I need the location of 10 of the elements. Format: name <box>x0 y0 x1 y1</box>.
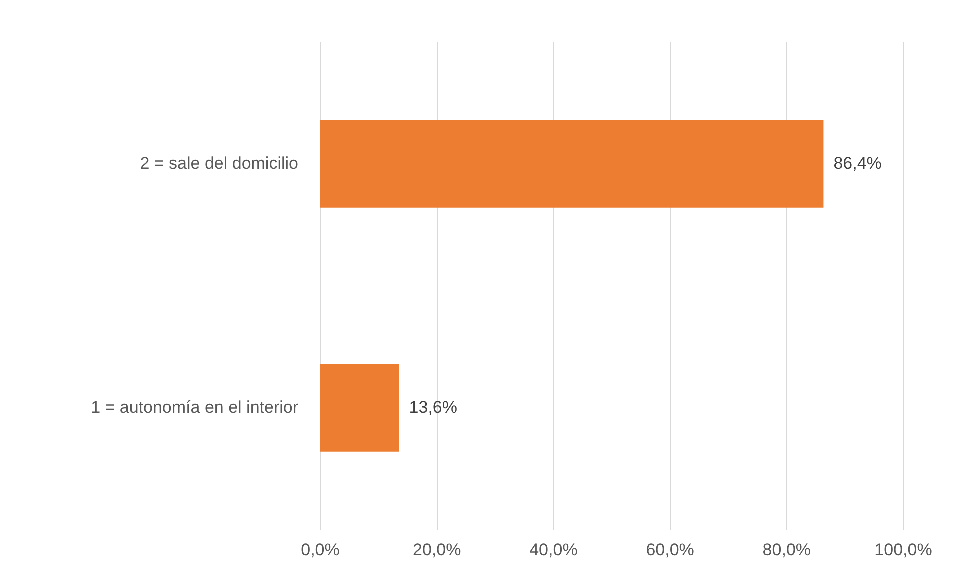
x-tick-label: 100,0% <box>874 540 932 560</box>
data-label: 86,4% <box>834 154 882 173</box>
data-label: 13,6% <box>409 398 458 417</box>
x-tick-label: 20,0% <box>413 540 462 560</box>
x-tick-label: 80,0% <box>762 540 811 560</box>
y-tick-label: 1 = autonomía en el interior <box>91 398 299 417</box>
y-tick-label: 2 = sale del domicilio <box>140 154 298 173</box>
x-tick-label: 0,0% <box>301 540 340 560</box>
x-tick-label: 40,0% <box>530 540 578 560</box>
x-tick-label: 60,0% <box>646 540 694 560</box>
